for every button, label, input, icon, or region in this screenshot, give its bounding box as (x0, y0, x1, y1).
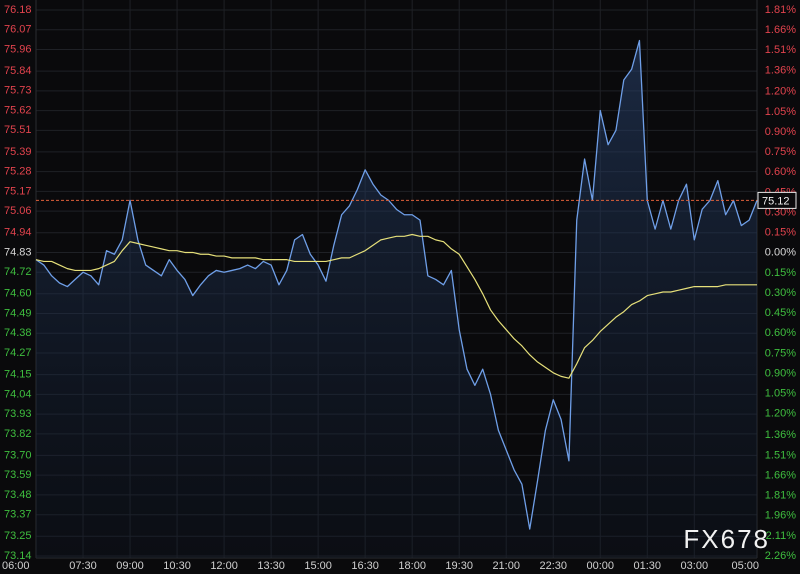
y2-tick-label: 1.20% (765, 86, 796, 98)
x-tick-label: 10:30 (163, 560, 191, 572)
y2-tick-label: 1.96% (765, 510, 796, 522)
y2-tick-label: 1.51% (765, 449, 796, 461)
y-tick-label: 74.83 (4, 246, 32, 258)
x-tick-label: 01:30 (634, 560, 662, 572)
y2-tick-label: 2.11% (766, 530, 797, 542)
y-tick-label: 75.96 (4, 43, 32, 55)
y2-tick-label: 0.15% (765, 227, 796, 239)
y-tick-label: 74.94 (4, 227, 32, 239)
y-tick-label: 74.49 (4, 307, 32, 319)
y-tick-label: 76.18 (4, 4, 32, 16)
average-line (35, 233, 757, 379)
y-tick-label: 76.07 (4, 24, 32, 36)
y-tick-label: 74.60 (4, 288, 32, 300)
plot (35, 39, 758, 558)
y2-tick-label: 0.00% (765, 247, 796, 259)
y2-tick-label: 0.60% (765, 327, 796, 339)
y2-tick-label: 1.81% (765, 4, 796, 16)
y-tick-label: 75.39 (4, 146, 32, 158)
x-tick-label: 22:30 (539, 560, 567, 572)
y-tick-label: 73.48 (4, 489, 32, 501)
x-tick-label: 09:00 (116, 560, 144, 572)
x-tick-label: 07:30 (69, 560, 97, 572)
y-tick-label: 75.73 (4, 85, 32, 97)
y2-tick-label: 0.90% (765, 126, 796, 138)
y2-tick-label: 1.66% (765, 24, 796, 36)
x-tick-label: 06:00 (2, 560, 30, 572)
y2-tick-label: 0.30% (765, 287, 796, 299)
x-tick-label: 21:00 (492, 560, 520, 572)
y2-tick-label: 0.60% (765, 166, 796, 178)
x-tick-label: 05:00 (731, 560, 759, 572)
y-tick-label: 73.25 (4, 530, 32, 542)
y2-tick-label: 1.81% (765, 490, 796, 502)
y-tick-label: 73.93 (4, 408, 32, 420)
y-tick-label: 73.70 (4, 449, 32, 461)
x-tick-label: 12:00 (210, 560, 238, 572)
y2-tick-label: 1.20% (765, 408, 796, 420)
y2-tick-label: 1.66% (765, 469, 796, 481)
y-tick-label: 74.04 (4, 388, 32, 400)
last-price-box (757, 191, 797, 209)
y-tick-label: 75.28 (4, 166, 32, 178)
y-tick-label: 73.14 (4, 550, 32, 562)
x-tick-label: 00:00 (586, 560, 614, 572)
x-tick-label: 13:30 (257, 560, 285, 572)
y-tick-label: 73.37 (4, 509, 32, 521)
y-tick-label: 74.72 (4, 266, 32, 278)
y-tick-label: 75.51 (4, 124, 32, 136)
axis-labels: 76.18 76.07 75.96 75.84 75.73 75.62 75.51 75.39… (2, 4, 797, 572)
y2-tick-label: 0.75% (765, 347, 796, 359)
x-tick-label: 19:30 (445, 560, 473, 572)
y2-tick-label: 0.45% (765, 307, 796, 319)
y2-tick-label: 1.05% (765, 388, 796, 400)
x-tick-label: 18:00 (398, 560, 426, 572)
price-line (35, 39, 758, 530)
y2-tick-label: 0.75% (765, 146, 796, 158)
y-tick-label: 75.84 (4, 65, 32, 77)
y-tick-label: 74.15 (4, 369, 32, 381)
x-tick-label: 16:30 (351, 560, 379, 572)
y-tick-label: 75.17 (4, 185, 32, 197)
price-area (36, 40, 757, 558)
y2-tick-label: 1.05% (765, 106, 796, 118)
y-tick-label: 74.38 (4, 327, 32, 339)
x-tick-label: 15:00 (304, 560, 332, 572)
y-tick-label: 75.06 (4, 205, 32, 217)
y-tick-label: 75.62 (4, 104, 32, 116)
y-tick-label: 74.27 (4, 347, 32, 359)
y2-tick-label: 0.90% (765, 367, 796, 379)
x-tick-label: 03:00 (681, 560, 709, 572)
y2-tick-label: 1.36% (765, 429, 796, 441)
watermark: FX678 (683, 524, 770, 554)
y-tick-label: 73.82 (4, 428, 32, 440)
y-tick-label: 73.59 (4, 469, 32, 481)
y2-tick-label: 1.51% (765, 44, 796, 56)
y2-tick-label: 0.30% (765, 206, 796, 218)
y2-tick-label: 0.15% (765, 267, 796, 279)
y2-tick-label: 1.36% (765, 64, 796, 76)
last-price-label: 75.12 (762, 195, 790, 207)
y2-tick-label: 2.26% (765, 550, 796, 562)
